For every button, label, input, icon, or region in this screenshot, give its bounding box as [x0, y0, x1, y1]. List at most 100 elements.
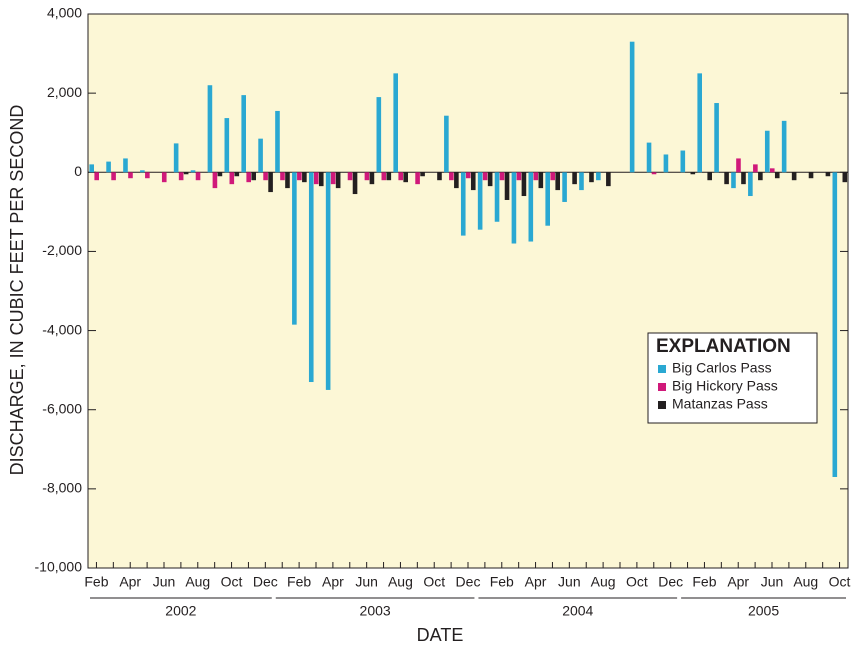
- bar: [741, 172, 746, 185]
- x-tick-label: Aug: [388, 574, 413, 590]
- x-tick-label: Apr: [322, 574, 344, 590]
- x-tick-label: Jun: [153, 574, 176, 590]
- x-tick-label: Apr: [119, 574, 141, 590]
- x-tick-label: Aug: [793, 574, 818, 590]
- bar: [460, 172, 466, 236]
- bar: [545, 172, 550, 226]
- bar: [386, 172, 392, 181]
- bar: [774, 172, 780, 179]
- bar: [555, 172, 560, 191]
- bar: [364, 172, 370, 181]
- x-tick-label: Feb: [692, 574, 716, 590]
- bar: [398, 172, 403, 181]
- legend-label: Big Hickory Pass: [672, 378, 778, 394]
- bar: [437, 172, 442, 181]
- legend: EXPLANATION Big Carlos Pass Big Hickory Pa…: [647, 332, 818, 424]
- y-tick-label: -6,000: [42, 400, 82, 416]
- plot-area: [88, 14, 848, 568]
- bar: [538, 172, 544, 189]
- x-tick-label: Oct: [423, 574, 445, 590]
- bar: [516, 172, 522, 181]
- x-tick-label: Aug: [185, 574, 210, 590]
- bar: [842, 172, 848, 183]
- bar: [89, 164, 94, 173]
- bar: [731, 172, 736, 189]
- bar: [280, 172, 285, 181]
- x-tick-label: Dec: [658, 574, 683, 590]
- y-tick-label: -8,000: [42, 480, 82, 496]
- bar: [268, 172, 273, 193]
- bar: [714, 103, 719, 173]
- x-tick-label: Jun: [355, 574, 378, 590]
- bar: [533, 172, 539, 181]
- legend-swatch: [658, 365, 666, 373]
- bar: [680, 150, 686, 173]
- bar: [511, 172, 517, 244]
- plot-frame: [87, 13, 849, 569]
- x-tick-label: Aug: [591, 574, 616, 590]
- bar: [487, 172, 493, 187]
- bar: [195, 172, 201, 181]
- bar: [697, 73, 702, 173]
- y-tick-label: 2,000: [47, 84, 82, 100]
- bar: [234, 172, 240, 177]
- bar: [161, 172, 167, 183]
- y-tick-label: -2,000: [42, 242, 82, 258]
- bar: [764, 130, 770, 173]
- bar: [550, 172, 555, 181]
- bar: [246, 172, 251, 183]
- bar: [302, 172, 307, 183]
- y-axis-label: DISCHARGE, IN CUBIC FEET PER SECOND: [7, 105, 27, 476]
- x-tick-label: Feb: [287, 574, 311, 590]
- bar: [111, 172, 116, 181]
- x-tick-label: Feb: [490, 574, 514, 590]
- bar: [313, 172, 319, 185]
- year-label: 2005: [748, 603, 779, 619]
- bar: [352, 172, 358, 195]
- x-tick-label: Oct: [829, 574, 851, 590]
- bar: [499, 172, 505, 181]
- bar: [521, 172, 527, 197]
- bar: [444, 115, 449, 173]
- bar: [251, 172, 256, 181]
- x-tick-label: Dec: [456, 574, 481, 590]
- y-tick-label: -10,000: [35, 559, 83, 575]
- bar: [190, 170, 196, 173]
- year-label: 2004: [562, 603, 593, 619]
- x-tick-label: Oct: [626, 574, 648, 590]
- bar: [651, 172, 657, 175]
- bar: [217, 172, 223, 177]
- bar: [393, 73, 398, 173]
- bar: [791, 172, 797, 181]
- bar: [94, 172, 99, 181]
- bar: [325, 172, 331, 390]
- legend-label: Big Carlos Pass: [672, 360, 772, 376]
- bar: [579, 172, 584, 191]
- bar: [145, 172, 150, 179]
- bar: [808, 172, 814, 179]
- bar: [123, 158, 128, 173]
- year-label: 2003: [360, 603, 391, 619]
- bar: [504, 172, 510, 200]
- bar: [562, 172, 567, 202]
- legend-swatch: [658, 383, 666, 391]
- legend-label: Matanzas Pass: [672, 396, 768, 412]
- bar: [241, 95, 246, 173]
- bar: [753, 164, 758, 173]
- legend-box: [647, 332, 818, 424]
- bar: [381, 172, 387, 181]
- bar: [330, 172, 336, 185]
- bar: [825, 172, 831, 177]
- bar: [263, 172, 268, 181]
- bar: [128, 172, 133, 179]
- bar: [335, 172, 341, 189]
- bar: [292, 172, 297, 325]
- bar: [369, 172, 375, 185]
- bar: [724, 172, 729, 185]
- bar: [572, 172, 577, 185]
- bar: [477, 172, 483, 230]
- bar: [376, 97, 382, 173]
- bar: [781, 120, 787, 173]
- x-tick-label: Jun: [761, 574, 784, 590]
